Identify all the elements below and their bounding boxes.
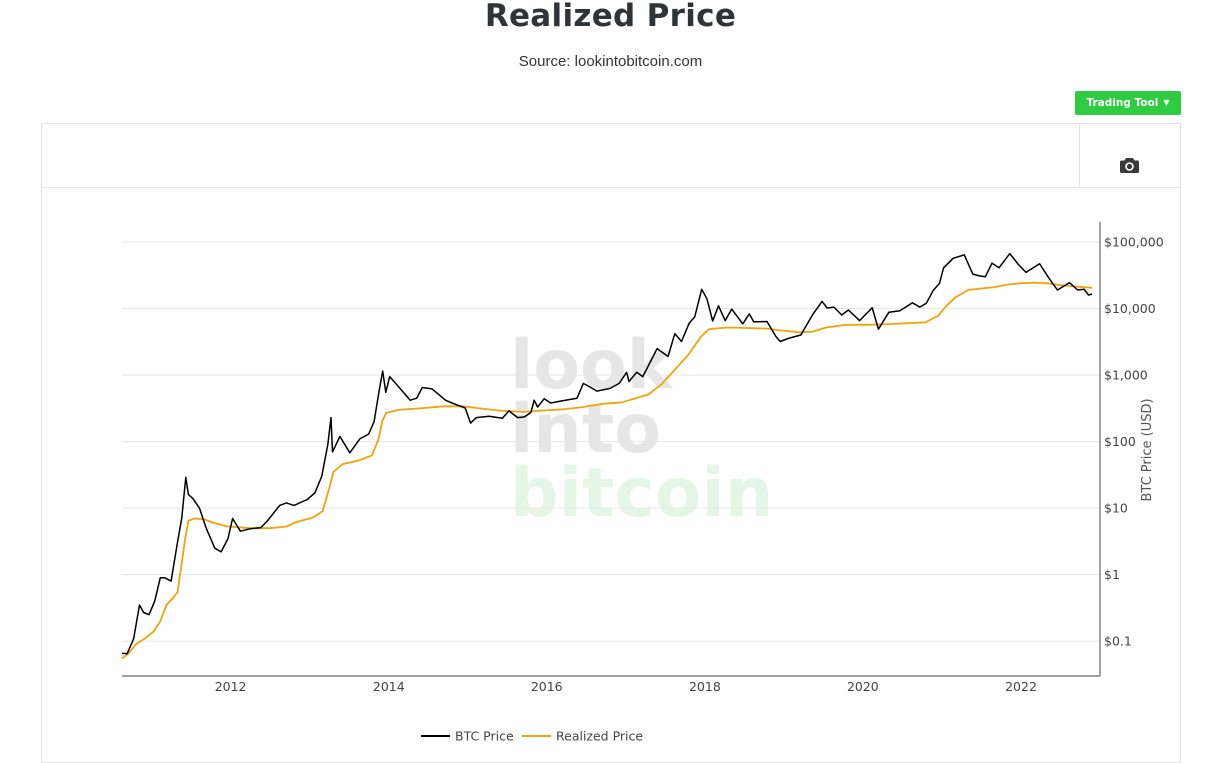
page-title: Realized Price: [484, 0, 737, 34]
y-tick-label: $100: [1104, 434, 1136, 449]
y-tick-label: $10: [1104, 501, 1128, 516]
trading-tool-dropdown-button[interactable]: Trading Tool ▼: [1075, 91, 1181, 115]
screenshot-button[interactable]: [1079, 124, 1180, 187]
legend-realized-price-label: Realized Price: [556, 729, 643, 744]
x-tick-label: 2016: [531, 679, 563, 694]
gridlines: [122, 241, 1100, 642]
axes: $0.1 $1 $10 $100 $1,000 $10,000 $100,000 2012 20…: [122, 222, 1164, 694]
btc-price-line: [121, 252, 1093, 655]
y-tick-label: $1,000: [1104, 368, 1148, 383]
x-tick-label: 2018: [689, 679, 721, 694]
caret-down-icon: ▼: [1163, 98, 1170, 107]
watermark-bitcoin: bitcoin: [510, 454, 773, 533]
legend-btc-price-label: BTC Price: [455, 729, 514, 744]
realized-price-line: [121, 281, 1093, 660]
y-tick-label: $0.1: [1104, 634, 1132, 649]
legend: BTC Price Realized Price: [421, 729, 643, 744]
x-tick-label: 2012: [215, 679, 247, 694]
watermark-look: look: [510, 326, 674, 405]
y-tick-label: $1: [1104, 567, 1120, 582]
watermark: look into bitcoin: [510, 326, 773, 533]
camera-icon: [1120, 158, 1139, 173]
realized-price-chart: look into bitcoin $0.1 $1 $10 $100 $1,000 $10…: [121, 222, 1164, 744]
trading-tool-label: Trading Tool: [1086, 97, 1159, 109]
y-tick-label: $10,000: [1104, 301, 1156, 316]
x-tick-label: 2014: [373, 679, 405, 694]
x-tick-label: 2020: [847, 679, 879, 694]
source-caption: Source: lookintobitcoin.com: [518, 53, 703, 70]
chart-panel-header: [42, 124, 1180, 188]
x-tick-label: 2022: [1005, 679, 1037, 694]
y-tick-label: $100,000: [1104, 235, 1164, 250]
series-lines: [121, 252, 1093, 660]
y-axis-title: BTC Price (USD): [1140, 398, 1155, 501]
